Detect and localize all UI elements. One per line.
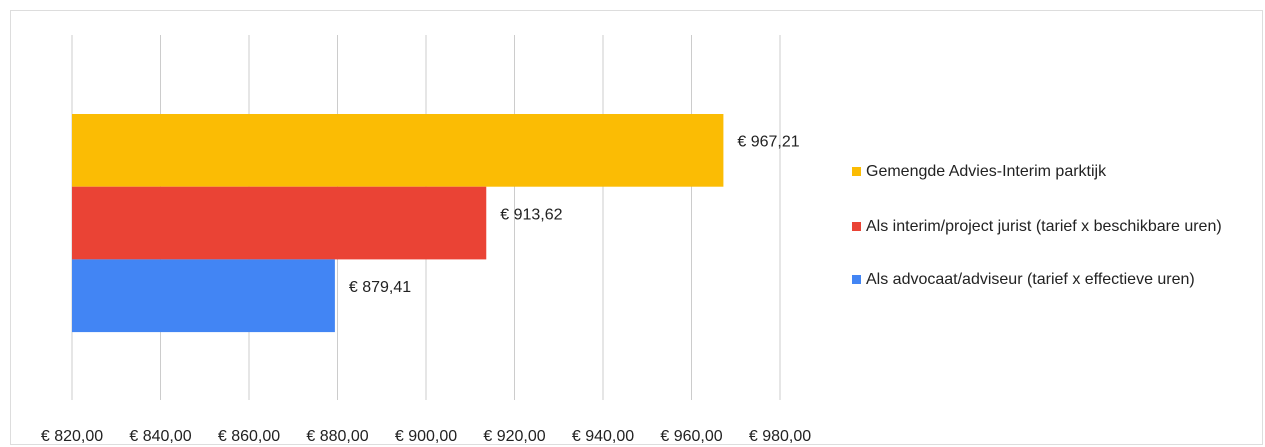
x-tick-label: € 880,00 <box>306 428 368 445</box>
bar <box>72 259 335 333</box>
legend-label: Als advocaat/adviseur (tarief x effectie… <box>866 271 1195 288</box>
x-tick-label: € 820,00 <box>41 428 103 445</box>
bar <box>72 114 724 187</box>
x-tick-label: € 940,00 <box>572 428 634 445</box>
x-tick-label: € 840,00 <box>129 428 191 445</box>
x-tick-label: € 960,00 <box>660 428 722 445</box>
x-tick-label: € 860,00 <box>218 428 280 445</box>
legend-label: Als interim/project jurist (tarief x bes… <box>866 218 1222 235</box>
x-tick-label: € 920,00 <box>483 428 545 445</box>
legend-swatch <box>852 222 861 231</box>
legend-swatch <box>852 275 861 284</box>
value-label: € 879,41 <box>349 279 411 296</box>
chart-border <box>10 10 1263 445</box>
legend-item: Gemengde Advies-Interim parktijk <box>852 162 1106 181</box>
legend-item: Als advocaat/adviseur (tarief x effectie… <box>852 270 1195 289</box>
legend-swatch <box>852 167 861 176</box>
value-label: € 967,21 <box>737 134 799 151</box>
value-label: € 913,62 <box>500 206 562 223</box>
x-tick-label: € 900,00 <box>395 428 457 445</box>
legend-item: Als interim/project jurist (tarief x bes… <box>852 217 1222 236</box>
legend-label: Gemengde Advies-Interim parktijk <box>866 163 1107 180</box>
x-tick-label: € 980,00 <box>749 428 811 445</box>
bar <box>72 186 487 260</box>
